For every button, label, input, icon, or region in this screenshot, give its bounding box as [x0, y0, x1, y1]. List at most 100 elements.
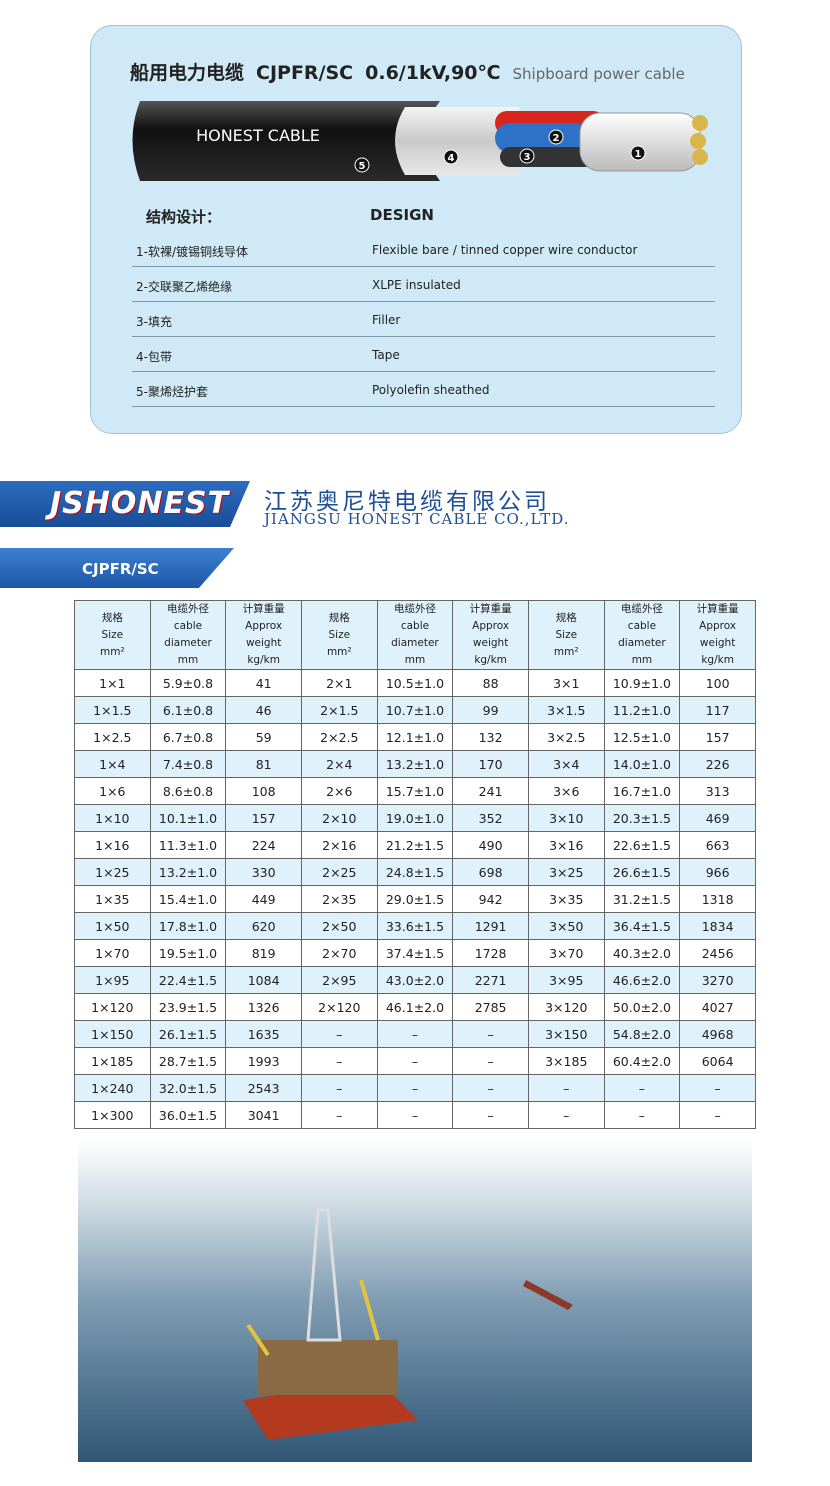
spec-table: 规格 Size mm² 电缆外径 cable diameter mm 计算重量 Approx … — [74, 600, 756, 1129]
table-row: 1×185 28.7±1.5 1993– – –3×185 60.4±2.0 6064 — [74, 1047, 756, 1075]
table-cell: 224 — [225, 831, 302, 859]
table-row: 1×120 23.9±1.5 1326 2×120 46.1±2.0 2785 3×120 5… — [74, 993, 756, 1021]
logo: JSHONEST — [50, 486, 230, 521]
header-line: Approx weight — [699, 620, 737, 649]
table-cell: 1×10 — [74, 804, 151, 832]
table-cell: – — [376, 1047, 454, 1075]
title: 船用电力电缆 CJPFR/SC 0.6/1kV,90℃ Shipboard power… — [130, 58, 697, 85]
table-cell: 117 — [679, 696, 756, 724]
table-cell: 3×120 — [527, 993, 605, 1021]
table-cell: 28.7±1.5 — [149, 1047, 227, 1075]
table-cell: 1×1 — [74, 669, 151, 697]
header-cell: 电缆外径 cable diameter mm — [603, 600, 681, 670]
table-cell: 2456 — [679, 939, 756, 967]
header-line: kg/km — [247, 654, 280, 666]
header-line: mm² — [99, 645, 125, 658]
design-rows: 1-软裸/镀锡铜线导体 Flexible bare / tinned copper… — [132, 232, 715, 407]
table-row: 1×6 8.6±0.8 108 2×6 15.7±1.0 241 3×6 16.7±1.0 31… — [74, 777, 756, 805]
table-cell: 19.0±1.0 — [376, 804, 454, 832]
header-line: Approx weight — [245, 620, 283, 649]
label-number: 5 — [359, 161, 366, 172]
table-cell: 698 — [452, 858, 529, 886]
table-cell: – — [452, 1047, 529, 1075]
table-cell: 24.8±1.5 — [376, 858, 454, 886]
table-cell: 819 — [225, 939, 302, 967]
table-cell: 36.4±1.5 — [603, 912, 681, 940]
table-cell: 2×10 — [300, 804, 378, 832]
table-cell: 26.6±1.5 — [603, 858, 681, 886]
table-cell: 942 — [452, 885, 529, 913]
table-cell: 2×35 — [300, 885, 378, 913]
table-cell: 2×70 — [300, 939, 378, 967]
table-cell: 20.3±1.5 — [603, 804, 681, 832]
table-cell: 16.7±1.0 — [603, 777, 681, 805]
table-cell: – — [376, 1020, 454, 1048]
table-cell: 3×2.5 — [527, 723, 605, 751]
heading-en: DESIGN — [370, 206, 434, 224]
table-cell: 1×4 — [74, 750, 151, 778]
table-cell: 170 — [452, 750, 529, 778]
design-row: 3-填充 Filler — [132, 302, 715, 337]
label-dot — [519, 148, 535, 164]
table-cell: 1×95 — [74, 966, 151, 994]
table-cell: 100 — [679, 669, 756, 697]
logo-banner — [0, 481, 250, 527]
table-cell: 32.0±1.5 — [149, 1074, 227, 1102]
table-cell: 22.6±1.5 — [603, 831, 681, 859]
table-cell: 1×2.5 — [74, 723, 151, 751]
table-cell: 1×185 — [74, 1047, 151, 1075]
table-cell: 1084 — [225, 966, 302, 994]
table-cell: 15.7±1.0 — [376, 777, 454, 805]
table-cell: 6.1±0.8 — [149, 696, 227, 724]
table-cell: 226 — [679, 750, 756, 778]
header-line: kg/km — [474, 654, 507, 666]
label-number: 2 — [553, 133, 560, 144]
table-cell: 3×6 — [527, 777, 605, 805]
table-cell: 11.3±1.0 — [149, 831, 227, 859]
table-row: 1×150 26.1±1.5 1635– – –3×150 54.8±2.0 4968 — [74, 1020, 756, 1048]
table-row: 1×10 10.1±1.0 157 2×10 19.0±1.0 352 3×10 20.3±1… — [74, 804, 756, 832]
table-cell: 3×25 — [527, 858, 605, 886]
table-cell: 1834 — [679, 912, 756, 940]
table-cell: 352 — [452, 804, 529, 832]
table-row: 1×2.5 6.7±0.8 59 2×2.5 12.1±1.0 132 3×2.5 12.5±… — [74, 723, 756, 751]
header-cell: 规格 Size mm² — [300, 600, 378, 670]
table-row: 1×25 13.2±1.0 330 2×25 24.8±1.5 698 3×25 26.6±1… — [74, 858, 756, 886]
table-cell: 6.7±0.8 — [149, 723, 227, 751]
table-cell: 1×120 — [74, 993, 151, 1021]
table-cell: 37.4±1.5 — [376, 939, 454, 967]
label-dot — [548, 129, 564, 145]
header-line: 计算重量 — [242, 603, 285, 615]
label-number: 4 — [448, 153, 455, 164]
table-cell: 15.4±1.0 — [149, 885, 227, 913]
table-cell: 7.4±0.8 — [149, 750, 227, 778]
table-cell: 3×4 — [527, 750, 605, 778]
label-dot — [443, 149, 459, 165]
table-cell: 8.6±0.8 — [149, 777, 227, 805]
section-tab — [0, 548, 234, 588]
model: CJPFR/SC — [256, 62, 354, 84]
table-cell: – — [300, 1074, 378, 1102]
table-cell: – — [679, 1101, 756, 1129]
table-cell: 31.2±1.5 — [603, 885, 681, 913]
table-cell: 50.0±2.0 — [603, 993, 681, 1021]
header-line: 规格 — [555, 611, 577, 624]
table-row: 1×35 15.4±1.0 449 2×35 29.0±1.5 942 3×35 31.2±1… — [74, 885, 756, 913]
table-cell: 2271 — [452, 966, 529, 994]
header-line: mm — [631, 654, 653, 666]
table-cell: 2×95 — [300, 966, 378, 994]
header-line: mm — [404, 654, 426, 666]
table-cell: 3×150 — [527, 1020, 605, 1048]
title-cn: 船用电力电缆 — [130, 62, 245, 84]
table-cell: 3270 — [679, 966, 756, 994]
table-cell: 33.6±1.5 — [376, 912, 454, 940]
header-line: 电缆外径 — [166, 603, 209, 615]
cable-brand: HONEST CABLE — [196, 126, 320, 145]
table-cell: 2×25 — [300, 858, 378, 886]
table-cell: 46.1±2.0 — [376, 993, 454, 1021]
company-cn: 江苏奥尼特电缆有限公司 — [264, 489, 550, 515]
table-cell: 3×1 — [527, 669, 605, 697]
table-cell: 1×1.5 — [74, 696, 151, 724]
table-cell: 2×50 — [300, 912, 378, 940]
design-row: 1-软裸/镀锡铜线导体 Flexible bare / tinned copper… — [132, 232, 715, 267]
